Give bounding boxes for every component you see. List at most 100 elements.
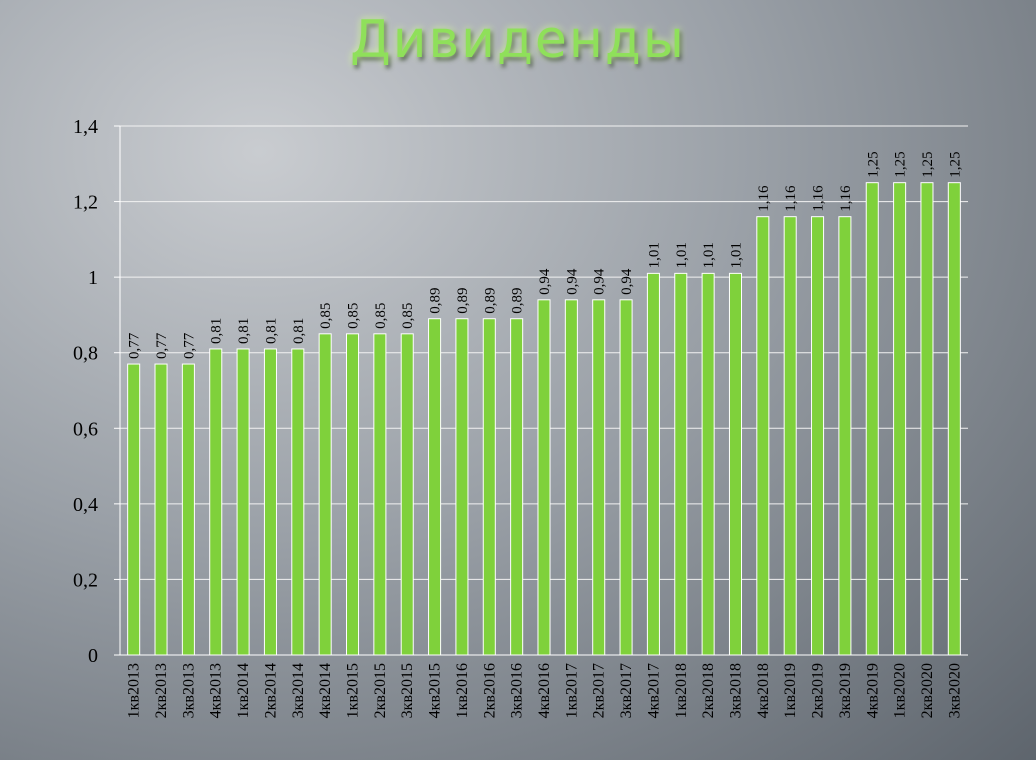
- y-tick-label: 1,4: [73, 116, 98, 138]
- value-label: 1,16: [756, 185, 772, 212]
- bar: [318, 333, 332, 656]
- x-tick-label: 3кв2014: [290, 663, 307, 718]
- value-label: 1,16: [783, 185, 799, 212]
- x-tick-label: 4кв2013: [208, 663, 225, 718]
- value-label: 0,85: [373, 303, 389, 329]
- bar: [838, 216, 852, 656]
- value-label: 1,01: [728, 242, 744, 268]
- bar: [592, 299, 606, 656]
- x-tick-label: 4кв2018: [755, 663, 772, 718]
- x-tick-label: 2кв2016: [481, 663, 498, 718]
- x-tick-label: 1кв2019: [782, 663, 799, 718]
- x-tick-label: 3кв2020: [946, 663, 963, 718]
- bar: [154, 363, 168, 656]
- bar: [728, 272, 743, 656]
- bar: [646, 272, 660, 656]
- bar: [783, 216, 797, 656]
- value-label: 0,94: [619, 268, 635, 295]
- bar: [893, 182, 907, 656]
- bar: [865, 182, 879, 656]
- x-tick-label: 4кв2016: [536, 663, 553, 718]
- y-tick-label: 0: [88, 645, 98, 667]
- bar: [619, 299, 633, 656]
- bar: [701, 272, 715, 656]
- x-tick-label: 2кв2017: [591, 663, 608, 718]
- value-label: 0,81: [291, 318, 307, 344]
- bar: [482, 318, 496, 656]
- y-tick-label: 0,8: [73, 343, 98, 365]
- x-tick-label: 2кв2013: [153, 663, 170, 718]
- value-label: 0,89: [455, 287, 471, 313]
- x-tick-label: 2кв2018: [700, 663, 717, 718]
- value-label: 1,25: [893, 151, 909, 177]
- bar: [181, 363, 195, 656]
- value-label: 0,77: [127, 332, 143, 359]
- value-label: 0,89: [482, 287, 498, 313]
- x-tick-label: 1кв2013: [126, 663, 143, 718]
- value-label: 1,01: [646, 242, 662, 268]
- bar: [428, 318, 442, 656]
- value-label: 0,94: [592, 268, 608, 295]
- x-tick-label: 1кв2016: [454, 663, 471, 718]
- value-label: 0,89: [510, 287, 526, 313]
- x-tick-label: 2кв2014: [262, 663, 279, 718]
- bar: [947, 182, 961, 656]
- bar: [537, 299, 551, 656]
- bar: [127, 363, 141, 656]
- value-label: 1,25: [920, 151, 936, 177]
- bar: [373, 333, 387, 656]
- value-label: 1,25: [947, 151, 963, 177]
- bar: [291, 348, 305, 656]
- bar: [920, 182, 934, 656]
- x-tick-label: 1кв2014: [235, 663, 252, 718]
- y-tick-label: 1: [88, 267, 98, 289]
- value-label: 1,01: [701, 242, 717, 268]
- x-tick-label: 3кв2017: [618, 663, 635, 718]
- x-tick-label: 3кв2018: [727, 663, 744, 718]
- y-tick-label: 0,6: [73, 418, 98, 440]
- y-tick-label: 0,4: [73, 494, 98, 516]
- value-label: 0,85: [400, 303, 416, 329]
- bar: [345, 333, 360, 656]
- value-label: 0,77: [154, 332, 170, 359]
- bar: [811, 216, 825, 656]
- x-tick-label: 4кв2015: [427, 663, 444, 718]
- bar: [400, 333, 414, 656]
- x-tick-label: 3кв2019: [837, 663, 854, 718]
- bar: [263, 348, 277, 656]
- x-tick-label: 1кв2018: [673, 663, 690, 718]
- x-tick-label: 3кв2016: [509, 663, 526, 718]
- bar: [510, 318, 524, 656]
- bar: [455, 318, 469, 656]
- x-tick-label: 2кв2015: [372, 663, 389, 718]
- value-label: 0,85: [318, 303, 334, 329]
- bar: [756, 216, 770, 656]
- x-tick-label: 1кв2017: [563, 663, 580, 718]
- value-label: 1,16: [811, 185, 827, 212]
- bar: [236, 348, 250, 656]
- value-label: 0,85: [346, 303, 362, 329]
- value-label: 0,81: [236, 318, 252, 344]
- x-tick-label: 4кв2019: [864, 663, 881, 718]
- x-tick-label: 1кв2020: [892, 663, 909, 718]
- x-tick-label: 4кв2014: [317, 663, 334, 718]
- value-label: 0,94: [537, 268, 553, 295]
- x-tick-label: 3кв2015: [399, 663, 416, 718]
- x-tick-label: 1кв2015: [345, 663, 362, 718]
- x-tick-label: 3кв2013: [180, 663, 197, 718]
- value-label: 0,81: [209, 318, 225, 344]
- chart-title: Дивиденды: [350, 10, 686, 70]
- x-tick-label: 2кв2020: [919, 663, 936, 718]
- x-tick-label: 4кв2017: [645, 663, 662, 718]
- value-label: 1,25: [865, 151, 881, 177]
- value-label: 1,01: [674, 242, 690, 268]
- value-label: 1,16: [838, 185, 854, 212]
- value-label: 0,89: [428, 287, 444, 313]
- bar: [209, 348, 223, 656]
- value-label: 0,94: [564, 268, 580, 295]
- value-label: 0,77: [181, 332, 197, 359]
- bar: [564, 299, 578, 656]
- bar: [674, 272, 688, 656]
